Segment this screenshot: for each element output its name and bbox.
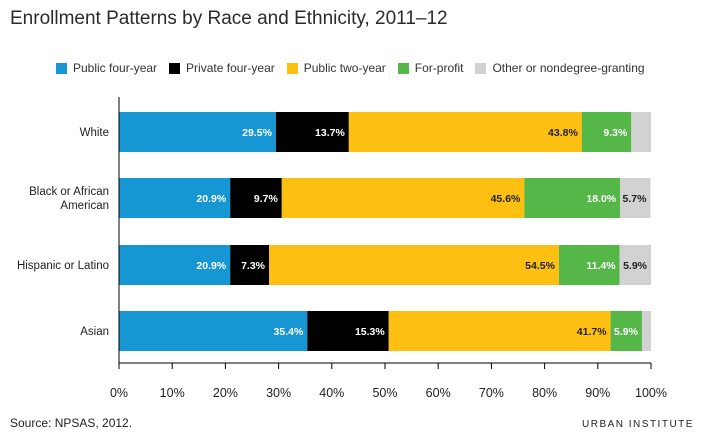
x-tick-label: 40%	[319, 386, 344, 400]
bar-segment	[230, 178, 282, 218]
legend-item: Private four-year	[169, 61, 275, 75]
data-label: 43.8%	[548, 127, 578, 139]
category-label: Asian	[80, 326, 109, 338]
bar-segment	[230, 245, 270, 285]
category-label-line: American	[60, 200, 109, 212]
data-label: 15.3%	[355, 326, 385, 338]
bar-segment	[275, 112, 349, 152]
bar-segment	[524, 178, 621, 218]
data-label: 45.6%	[491, 193, 521, 205]
data-label: 35.4%	[274, 326, 304, 338]
category-label: Hispanic or Latino	[17, 260, 109, 272]
data-label: 13.7%	[315, 127, 345, 139]
data-label: 41.7%	[577, 326, 607, 338]
data-label: 5.9%	[614, 326, 639, 338]
legend-label: Other or nondegree-granting	[492, 61, 645, 75]
bar-segment	[610, 311, 642, 351]
legend-label: For-profit	[414, 61, 464, 75]
legend-swatch	[56, 62, 67, 74]
data-label: 5.9%	[623, 260, 648, 272]
bar-segment	[119, 311, 308, 351]
x-tick-label: 90%	[585, 386, 610, 400]
category-label: Black or African American	[29, 186, 109, 212]
category-label-line: Black or African	[29, 186, 109, 198]
data-label: 18.0%	[586, 193, 616, 205]
bar-segment	[581, 112, 632, 152]
legend-swatch	[397, 62, 409, 74]
data-label: 5.7%	[623, 193, 648, 205]
x-tick-label: 10%	[160, 386, 185, 400]
data-label: 7.3%	[241, 260, 266, 272]
data-label: 20.9%	[196, 193, 226, 205]
bar-segment	[269, 245, 559, 285]
bar-segment	[631, 112, 651, 152]
legend-swatch	[169, 62, 181, 74]
brand-logo-text: URBAN INSTITUTE	[582, 419, 694, 430]
category-label: White	[80, 127, 109, 139]
source-note: Source: NPSAS, 2012.	[10, 416, 133, 430]
legend-label: Private four-year	[186, 61, 275, 75]
bar-segment	[558, 245, 620, 285]
bar-segment	[388, 311, 611, 351]
bar-segment	[620, 178, 651, 218]
data-label: 9.3%	[603, 127, 628, 139]
bar-segment	[119, 245, 231, 285]
chart-title: Enrollment Patterns by Race and Ethnicit…	[10, 8, 448, 29]
legend-item: For-profit	[397, 61, 464, 75]
data-label: 9.7%	[254, 193, 279, 205]
bar-segment	[307, 311, 389, 351]
category-label-line: Hispanic or Latino	[17, 260, 109, 272]
legend-label: Public four-year	[73, 61, 158, 75]
legend-swatch	[475, 62, 487, 74]
bar-segment	[119, 112, 276, 152]
x-tick-label: 30%	[266, 386, 291, 400]
bar-segment	[619, 245, 651, 285]
data-label: 54.5%	[525, 260, 555, 272]
legend-item: Public four-year	[56, 61, 157, 75]
bar-segment	[348, 112, 582, 152]
x-tick-label: 60%	[426, 386, 451, 400]
data-label: 29.5%	[242, 127, 272, 139]
x-tick-label: 80%	[532, 386, 557, 400]
category-label-line: Asian	[80, 326, 109, 338]
bar-segment	[281, 178, 525, 218]
data-label: 11.4%	[586, 260, 616, 272]
legend-swatch	[286, 62, 298, 74]
bar-segment	[119, 178, 231, 218]
x-tick-label: 20%	[213, 386, 238, 400]
legend-item: Other or nondegree-granting	[475, 61, 645, 75]
x-tick-label: 100%	[635, 386, 667, 400]
data-label: 20.9%	[196, 260, 226, 272]
x-tick-label: 50%	[372, 386, 397, 400]
x-tick-label: 0%	[110, 386, 128, 400]
category-label-line: White	[80, 127, 109, 139]
legend-label: Public two-year	[303, 61, 386, 75]
x-tick-label: 70%	[479, 386, 504, 400]
bar-segment	[641, 311, 651, 351]
legend-item: Public two-year	[286, 61, 386, 75]
chart-legend: Public four-year Private four-year Public …	[56, 61, 657, 75]
